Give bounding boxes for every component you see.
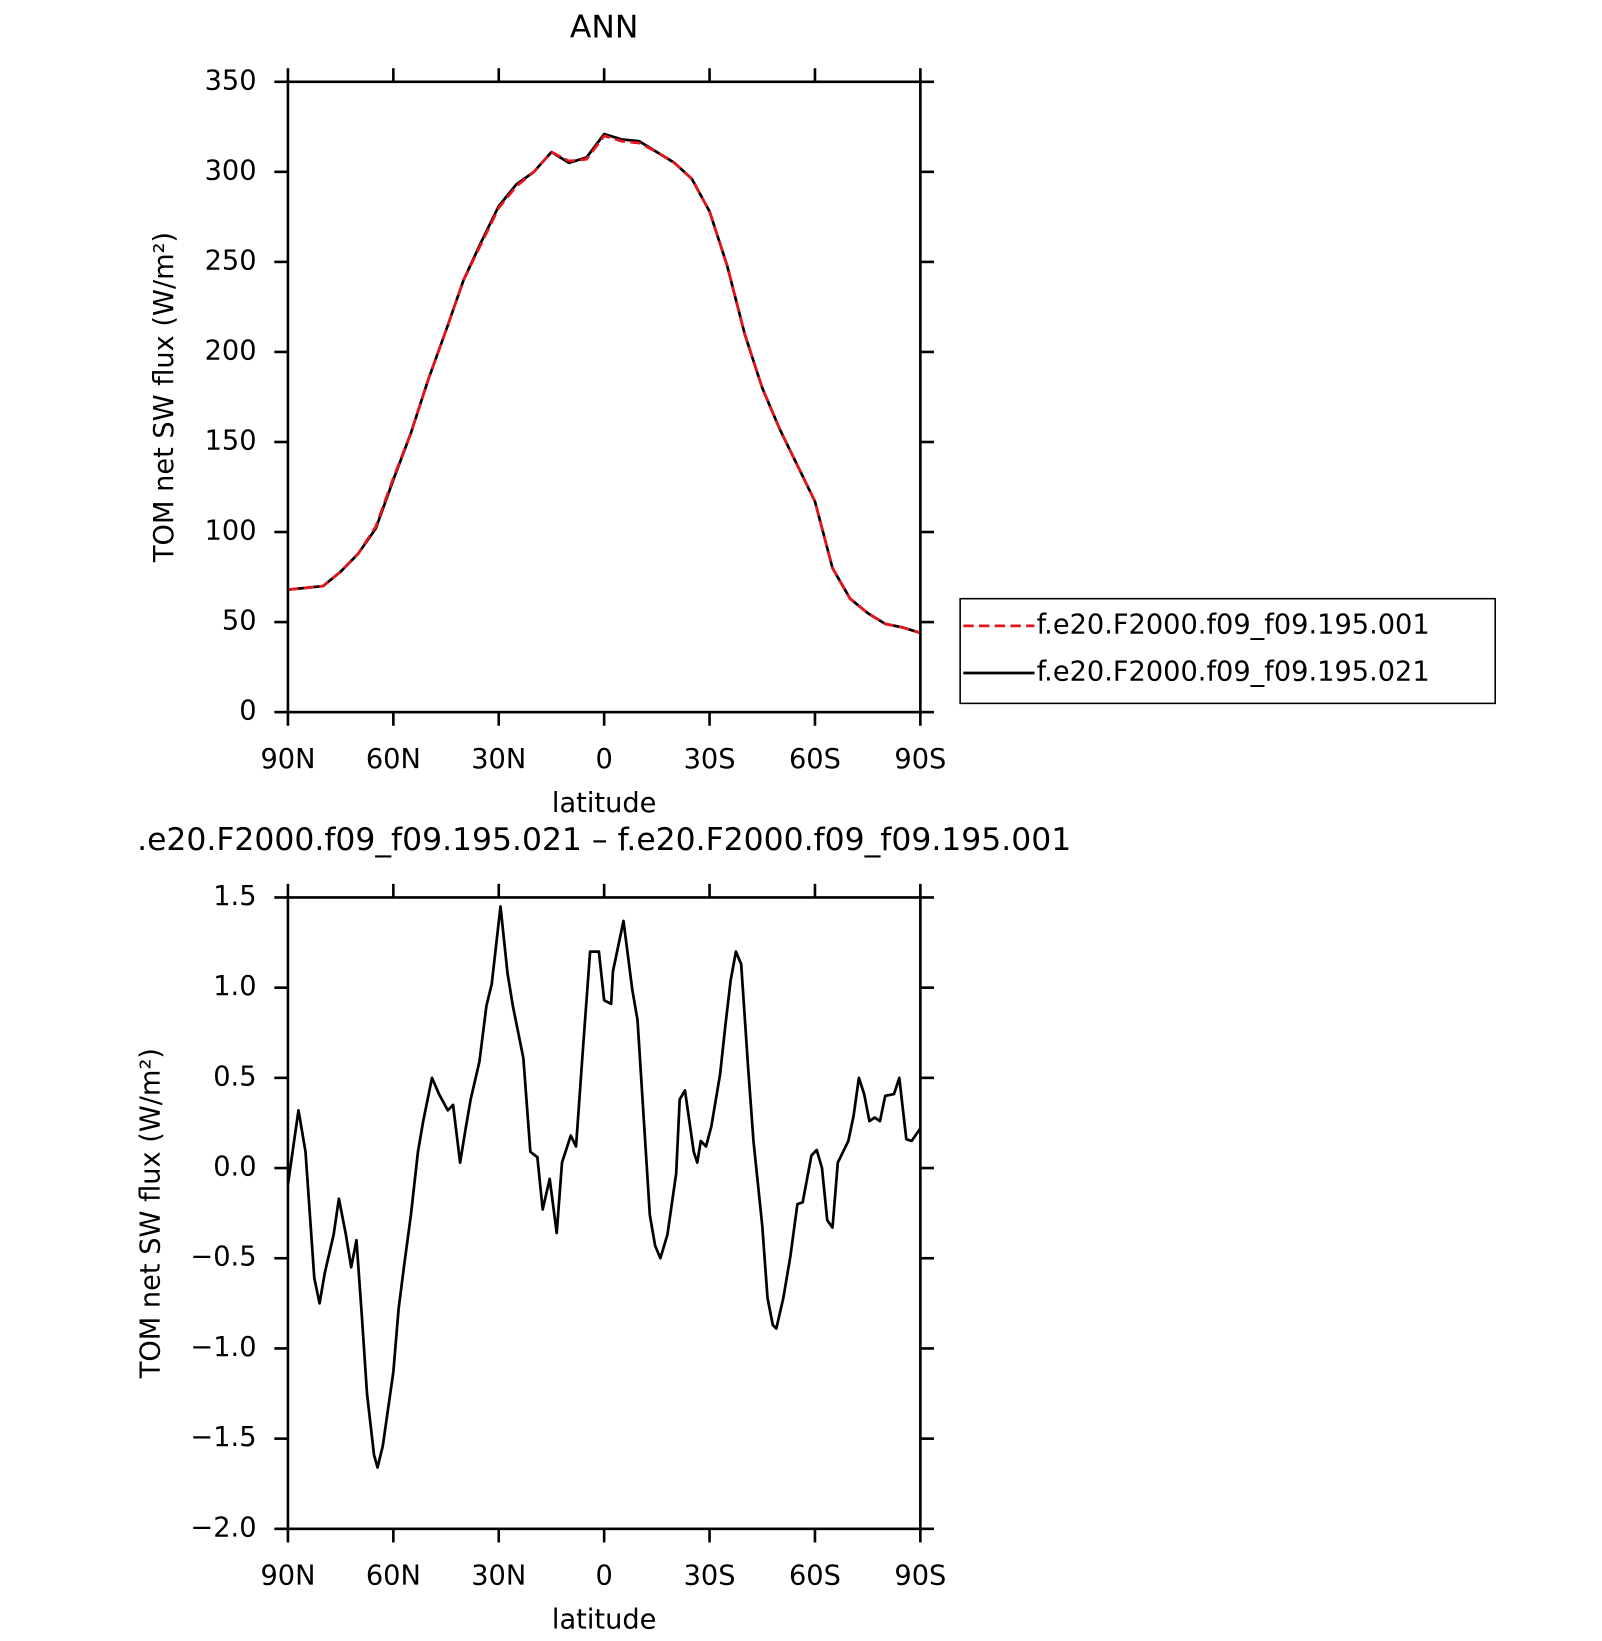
x-tick-label: 90S	[894, 1561, 946, 1592]
x-tick-label: 60N	[366, 744, 421, 775]
legend-label: f.e20.F2000.f09_f09.195.021	[1037, 657, 1430, 688]
x-tick-label: 0	[595, 1561, 612, 1592]
x-tick-label: 30N	[471, 744, 526, 775]
y-tick-label: 150	[205, 425, 257, 456]
x-tick-label: 60S	[789, 1561, 841, 1592]
y-tick-label: −1.5	[190, 1422, 256, 1453]
data-line	[286, 905, 922, 1469]
title: ANN	[570, 9, 638, 45]
x-tick-label: 60S	[789, 744, 841, 775]
y-tick-label: 50	[222, 606, 257, 637]
legend-label: f.e20.F2000.f09_f09.195.001	[1037, 609, 1430, 640]
x-axis-label: latitude	[552, 1604, 656, 1635]
y-axis-label: TOM net SW flux (W/m²)	[149, 232, 180, 563]
y-tick-label: −0.5	[190, 1242, 256, 1273]
y-axis-label: TOM net SW flux (W/m²)	[135, 1048, 166, 1379]
y-tick-label: 350	[205, 65, 257, 96]
x-tick-label: 90N	[260, 1561, 315, 1592]
x-tick-label: 60N	[366, 1561, 421, 1592]
x-tick-label: 30N	[471, 1561, 526, 1592]
y-tick-label: −1.0	[190, 1332, 256, 1363]
x-tick-label: 90S	[894, 744, 946, 775]
x-tick-label: 30S	[684, 744, 736, 775]
y-tick-label: 250	[205, 245, 257, 276]
x-axis-label: latitude	[552, 788, 656, 819]
plot-frame	[286, 80, 922, 714]
data-line	[287, 132, 921, 635]
x-tick-label: 30S	[684, 1561, 736, 1592]
legend-box	[959, 597, 1496, 705]
y-tick-label: −2.0	[190, 1512, 256, 1543]
y-tick-label: 0.5	[213, 1061, 256, 1092]
y-tick-label: 200	[205, 335, 257, 366]
x-tick-label: 90N	[260, 744, 315, 775]
y-tick-label: 1.5	[213, 881, 256, 912]
y-tick-label: 100	[205, 516, 257, 547]
y-tick-label: 0	[239, 696, 256, 727]
y-tick-label: 1.0	[213, 971, 256, 1002]
y-tick-label: 300	[205, 155, 257, 186]
data-line	[287, 134, 921, 635]
title: .e20.F2000.f09_f09.195.021 – f.e20.F2000…	[137, 822, 1071, 858]
x-tick-label: 0	[595, 744, 612, 775]
y-tick-label: 0.0	[213, 1152, 256, 1183]
